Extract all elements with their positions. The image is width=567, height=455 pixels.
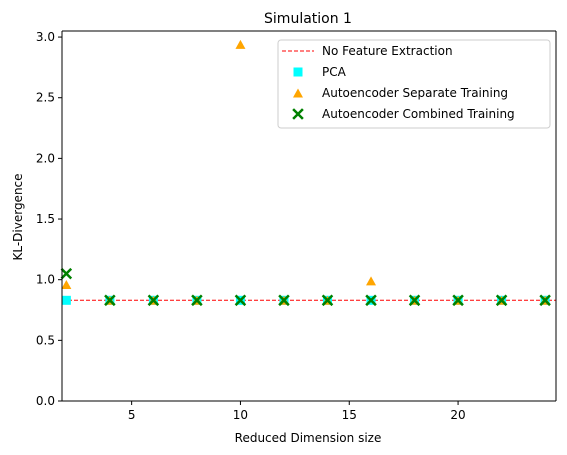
- axis-layer: 5 10 15 20 0.0 0.5 1.0 1.5 2.0 2.5 3.0: [36, 30, 557, 422]
- series-0-point-0: [61, 295, 71, 305]
- legend: No Feature Extraction PCA Autoencoder Sepa…: [277, 39, 551, 129]
- series-1-point-0: [61, 280, 72, 290]
- series-2-point-5: [278, 294, 290, 307]
- series-1-point-4: [235, 39, 246, 49]
- x-axis-title: Reduced Dimension size: [235, 431, 382, 445]
- chart-title: Simulation 1: [264, 11, 352, 27]
- series-2-point-11: [539, 294, 551, 307]
- y-tick-label-1: 0.5: [36, 333, 55, 347]
- series-2-point-4: [234, 294, 247, 307]
- legend-box: [277, 39, 551, 129]
- legend-label-3: Autoencoder Combined Training: [322, 107, 515, 121]
- legend-label-1: PCA: [322, 65, 347, 79]
- y-tick-label-2: 1.0: [36, 273, 55, 287]
- y-axis-title: KL-Divergence: [11, 173, 25, 260]
- series-2-point-9: [452, 294, 464, 307]
- y-tick-label-3: 1.5: [36, 212, 55, 226]
- plot-layer: [60, 39, 556, 307]
- y-tick-label-4: 2.0: [36, 151, 55, 165]
- series-1-point-7: [366, 276, 377, 286]
- series-2-point-2: [147, 294, 160, 307]
- legend-label-0: No Feature Extraction: [322, 44, 453, 58]
- series-2-point-0: [60, 267, 73, 280]
- series-2-point-6: [321, 294, 334, 307]
- series-2-point-7: [365, 294, 377, 307]
- x-tick-label-1: 10: [233, 408, 248, 422]
- legend-swatch-2: [293, 88, 303, 98]
- series-2-point-10: [495, 294, 508, 307]
- series-2-point-1: [104, 294, 116, 307]
- y-tick-label-5: 2.5: [36, 91, 55, 105]
- x-tick-label-3: 20: [450, 408, 465, 422]
- series-2-point-3: [191, 294, 203, 307]
- y-tick-label-6: 3.0: [36, 30, 55, 44]
- legend-swatch-3: [292, 108, 304, 120]
- x-tick-label-0: 5: [128, 408, 136, 422]
- legend-label-2: Autoencoder Separate Training: [322, 86, 508, 100]
- series-2-point-8: [408, 294, 421, 307]
- x-tick-label-2: 15: [342, 408, 357, 422]
- legend-swatch-1: [293, 67, 303, 77]
- y-tick-label-0: 0.0: [36, 394, 55, 408]
